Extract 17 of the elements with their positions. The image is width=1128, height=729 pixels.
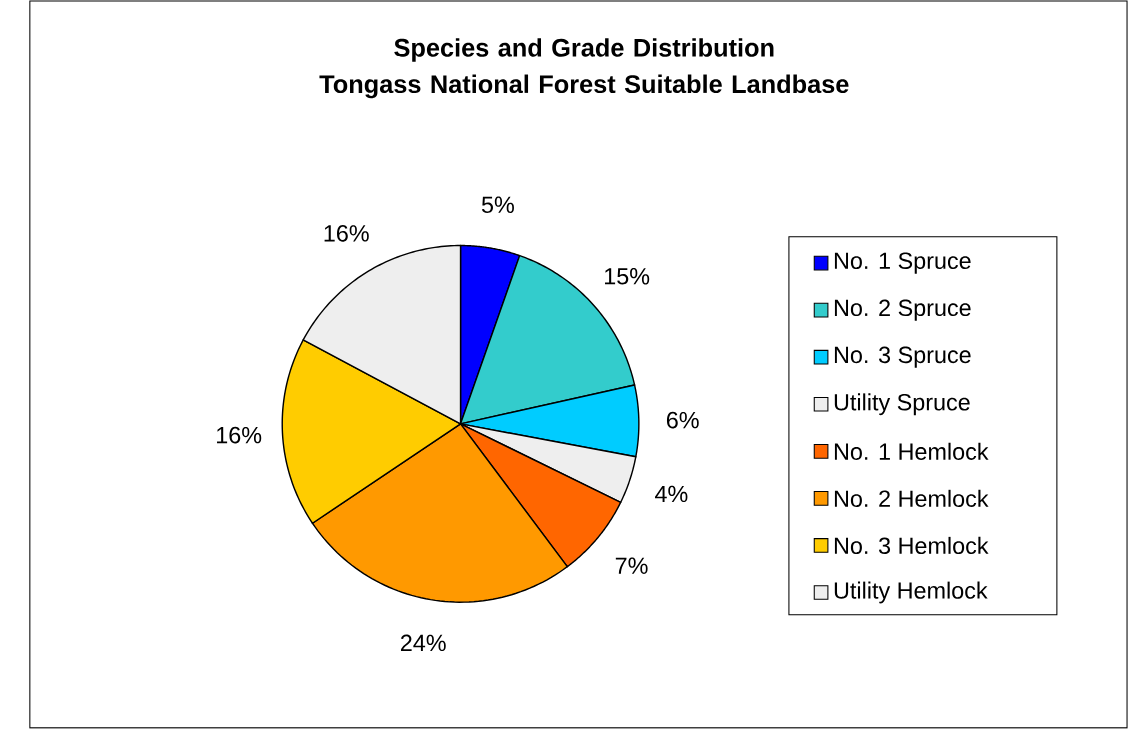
data-label: 5% bbox=[481, 196, 514, 214]
legend-label: No. 3 Spruce bbox=[834, 346, 971, 368]
chart-title: Species and Grade Distribution Tongass National Forest Suitable Landbase bbox=[319, 38, 849, 99]
legend-label: No. 1 Spruce bbox=[834, 252, 971, 274]
data-label: 15% bbox=[605, 268, 650, 285]
data-label: 4% bbox=[655, 485, 688, 503]
legend-label: Utility Spruce bbox=[834, 393, 970, 416]
data-label: 7% bbox=[615, 557, 648, 574]
data-label: 24% bbox=[400, 634, 446, 652]
legend-label: No. 1 Hemlock bbox=[834, 442, 989, 460]
legend-label: Utility Hemlock bbox=[834, 581, 988, 604]
data-label: 16% bbox=[324, 225, 369, 242]
legend-label: No. 3 Hemlock bbox=[834, 536, 989, 555]
data-label: 16% bbox=[217, 426, 262, 444]
legend-label: No. 2 Hemlock bbox=[834, 489, 989, 508]
data-label: 6% bbox=[666, 411, 699, 429]
legend-label: No. 2 Spruce bbox=[834, 299, 971, 321]
